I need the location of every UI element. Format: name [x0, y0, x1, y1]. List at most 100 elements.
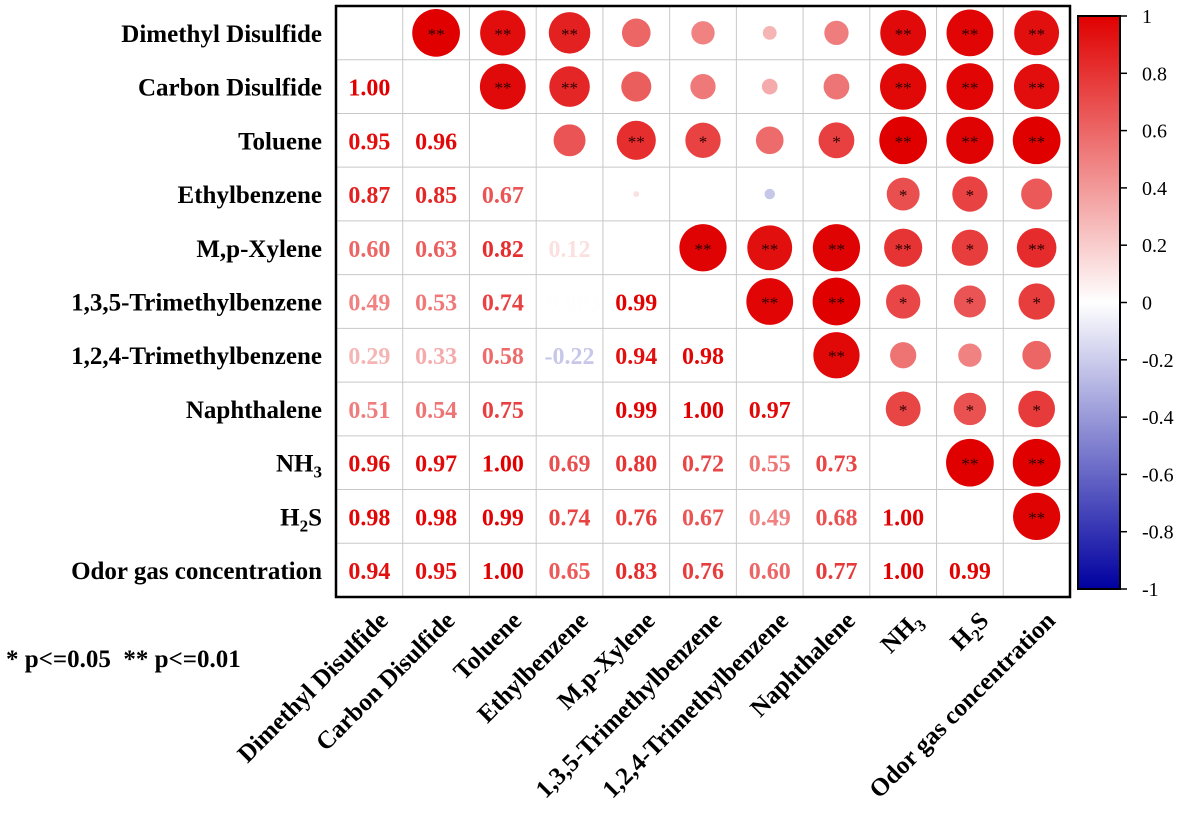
row-label: Odor gas concentration	[71, 558, 322, 585]
correlation-circle	[953, 285, 986, 318]
correlation-circle	[886, 284, 921, 319]
correlation-value: 0.68	[815, 505, 857, 531]
row-label: Ethylbenzene	[178, 182, 322, 209]
correlation-value: 1.00	[882, 559, 924, 585]
significance-mark: *	[966, 240, 975, 259]
correlation-circle	[1012, 438, 1061, 487]
row-label: 1,2,4-Trimethylbenzene	[71, 343, 322, 370]
correlation-circle	[946, 116, 994, 164]
correlation-value: 0.53	[415, 291, 457, 317]
correlation-circle	[679, 224, 727, 272]
significance-mark: *	[899, 401, 908, 420]
correlation-value: 0.85	[415, 183, 457, 209]
correlation-value: 0.80	[615, 452, 657, 478]
correlation-value: 0.74	[482, 291, 524, 317]
correlation-circle	[747, 225, 793, 271]
significance-mark: **	[761, 240, 778, 259]
correlation-circle	[621, 71, 652, 102]
colorbar	[1077, 15, 1121, 590]
correlation-circle	[746, 278, 794, 325]
significance-mark: **	[695, 240, 712, 259]
significance-mark: *	[899, 294, 908, 313]
correlation-value: 0.55	[749, 452, 791, 478]
correlation-value: 0.33	[415, 344, 457, 370]
column-label: H2S	[945, 607, 997, 659]
significance-mark: **	[1028, 25, 1045, 44]
colorbar-tick-label: 0.8	[1142, 63, 1167, 85]
correlation-circle	[818, 122, 855, 159]
correlation-value: 0.96	[415, 129, 457, 155]
correlation-circle	[884, 228, 923, 267]
significance-mark: **	[828, 294, 845, 313]
correlation-value: 1.00	[482, 559, 524, 585]
correlation-value: 0.54	[415, 398, 457, 424]
correlation-circle	[885, 391, 921, 427]
correlation-value: 0.69	[549, 452, 591, 478]
correlation-value: 0.51	[348, 398, 390, 424]
correlation-circle	[755, 126, 784, 155]
row-label: Dimethyl Disulfide	[121, 21, 322, 48]
correlation-value: 0.99	[615, 291, 657, 317]
correlation-circle	[761, 78, 778, 95]
correlation-value: 0.12	[549, 237, 591, 263]
correlation-circle	[958, 343, 982, 367]
significance-mark: **	[895, 79, 912, 98]
significance-mark: **	[761, 294, 778, 313]
correlation-value: 0.98	[348, 505, 390, 531]
correlation-value: 0.98	[415, 505, 457, 531]
significance-mark: **	[828, 347, 845, 366]
significance-mark: **	[961, 455, 978, 474]
significance-mark: **	[1028, 455, 1045, 474]
correlation-value: 0.87	[348, 183, 390, 209]
row-labels: Dimethyl Disulfide Carbon Disulfide Toluen…	[71, 21, 322, 585]
significance-mark: **	[1028, 132, 1045, 151]
correlation-circle	[479, 63, 526, 110]
significance-mark: *	[699, 132, 708, 151]
significance-mark: **	[895, 132, 912, 151]
correlation-circle	[951, 229, 989, 266]
significance-mark: **	[828, 240, 845, 259]
significance-mark: **	[428, 25, 445, 44]
significance-mark: *	[899, 186, 908, 205]
colorbar-tick-label: 0.6	[1142, 121, 1167, 143]
significance-mark: **	[494, 79, 511, 98]
correlation-value: 0.49	[749, 505, 791, 531]
correlation-circle	[880, 63, 927, 110]
correlation-circle	[621, 18, 651, 48]
row-label: M,p-Xylene	[196, 236, 322, 263]
correlation-circle	[1018, 390, 1056, 428]
significance-mark: *	[832, 132, 841, 151]
correlation-circle	[946, 63, 994, 110]
significance-mark: **	[561, 79, 578, 98]
correlation-circle	[633, 191, 640, 197]
significance-mark: **	[494, 25, 511, 44]
correlation-value: -0.22	[545, 344, 595, 370]
colorbar-tick-label: -0.8	[1142, 522, 1174, 544]
correlation-circle	[764, 188, 775, 200]
correlation-value: 0.63	[415, 237, 457, 263]
colorbar-tick-label: -0.2	[1142, 350, 1174, 372]
correlation-value: 0.82	[482, 237, 524, 263]
significance-mark: *	[966, 294, 975, 313]
correlation-circle	[1022, 340, 1051, 370]
correlation-circle	[549, 66, 590, 107]
correlation-circle	[946, 9, 994, 57]
significance-mark: **	[561, 25, 578, 44]
significance-mark: **	[961, 132, 978, 151]
correlation-value: 0.95	[348, 129, 390, 155]
correlation-value: 0.96	[348, 452, 390, 478]
correlation-circle	[886, 177, 920, 211]
correlation-value: 0.98	[682, 344, 724, 370]
correlation-circle	[1021, 178, 1053, 210]
correlation-value: 0.95	[415, 559, 457, 585]
correlation-value: 0.67	[682, 505, 724, 531]
correlation-value: 0.76	[682, 559, 724, 585]
significance-mark: **	[1028, 508, 1045, 527]
correlation-value: 0.94	[615, 344, 657, 370]
row-label: Toluene	[238, 128, 322, 155]
correlation-value: 0.77	[815, 559, 857, 585]
correlation-circle	[1018, 283, 1055, 320]
grid-lines	[336, 6, 1070, 597]
